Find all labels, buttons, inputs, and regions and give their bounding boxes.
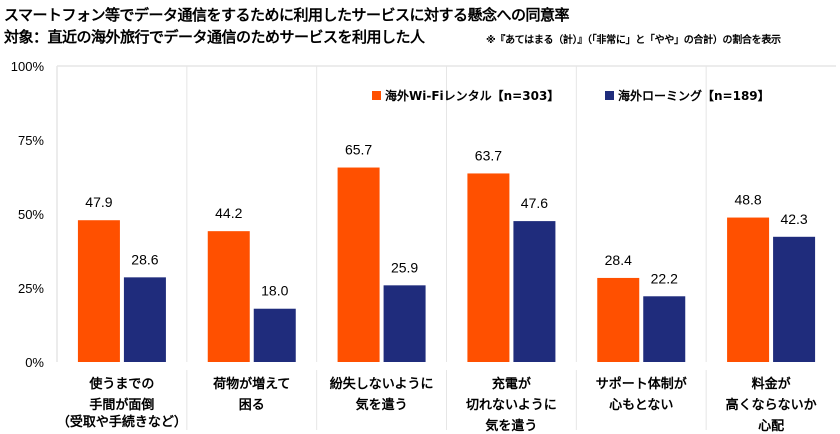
data-label: 22.2 [651, 270, 678, 286]
y-tick-label: 25% [18, 281, 44, 296]
chart-title: スマートフォン等でデータ通信をするために利用したサービスに対する懸念への同意率 [4, 6, 570, 24]
category-label: サポート体制が [596, 376, 687, 392]
data-label: 47.9 [85, 194, 112, 210]
data-label: 47.6 [521, 195, 548, 211]
data-label: 48.8 [734, 192, 761, 208]
bar-roaming [253, 308, 296, 362]
y-tick-label: 50% [18, 207, 44, 222]
data-label: 28.6 [131, 251, 158, 267]
category-label: 心もとない [609, 398, 673, 413]
data-label: 18.0 [261, 283, 288, 299]
y-tick-label: 100% [11, 59, 45, 74]
category-label: 紛失しないように [330, 376, 434, 392]
chart-note: ※『あてはまる（計）』（「非常に」と「やや」の合計）の割合を表示 [486, 35, 781, 46]
y-tick-label: 75% [18, 133, 44, 148]
bar-roaming [773, 236, 816, 362]
category-label: 気を遣う [485, 418, 537, 434]
category-label: 荷物が増えて [212, 376, 290, 392]
data-label: 25.9 [391, 259, 418, 275]
category-label: （受取や手続きなど） [57, 414, 187, 430]
category-label: 切れないように [466, 398, 557, 413]
category-label: 高くならないか [726, 397, 817, 413]
bar-roaming [383, 285, 426, 362]
bar-wifi-rental [77, 220, 120, 362]
bar-wifi-rental [727, 217, 770, 362]
bar-wifi-rental [337, 167, 380, 362]
data-label: 65.7 [345, 142, 372, 158]
legend-swatch [605, 91, 614, 100]
legend-swatch [372, 91, 381, 100]
category-label: 気を遣う [356, 397, 408, 413]
category-label: 心配 [758, 419, 784, 434]
legend-label: 海外Wi-Fiレンタル【n=303】 [385, 88, 559, 103]
legend-label: 海外ローミング【n=189】 [618, 88, 770, 103]
bar-roaming [643, 296, 686, 362]
category-label: 手間が面倒 [89, 397, 154, 413]
bar-wifi-rental [597, 277, 640, 362]
category-label: 使うまでの [88, 376, 154, 392]
y-tick-label: 0% [25, 355, 44, 370]
bar-wifi-rental [207, 231, 250, 362]
bar-roaming [513, 221, 556, 362]
data-label: 44.2 [215, 205, 242, 221]
chart-subtitle: 対象：直近の海外旅行でデータ通信のためサービスを利用した人 [4, 28, 425, 46]
category-label: 困る [239, 398, 265, 413]
data-label: 28.4 [605, 252, 632, 268]
data-label: 42.3 [780, 211, 807, 227]
bar-wifi-rental [467, 173, 510, 362]
category-label: 充電が [492, 376, 531, 392]
data-label: 63.7 [475, 147, 502, 163]
bar-roaming [123, 277, 166, 362]
category-label: 料金が [752, 376, 791, 392]
